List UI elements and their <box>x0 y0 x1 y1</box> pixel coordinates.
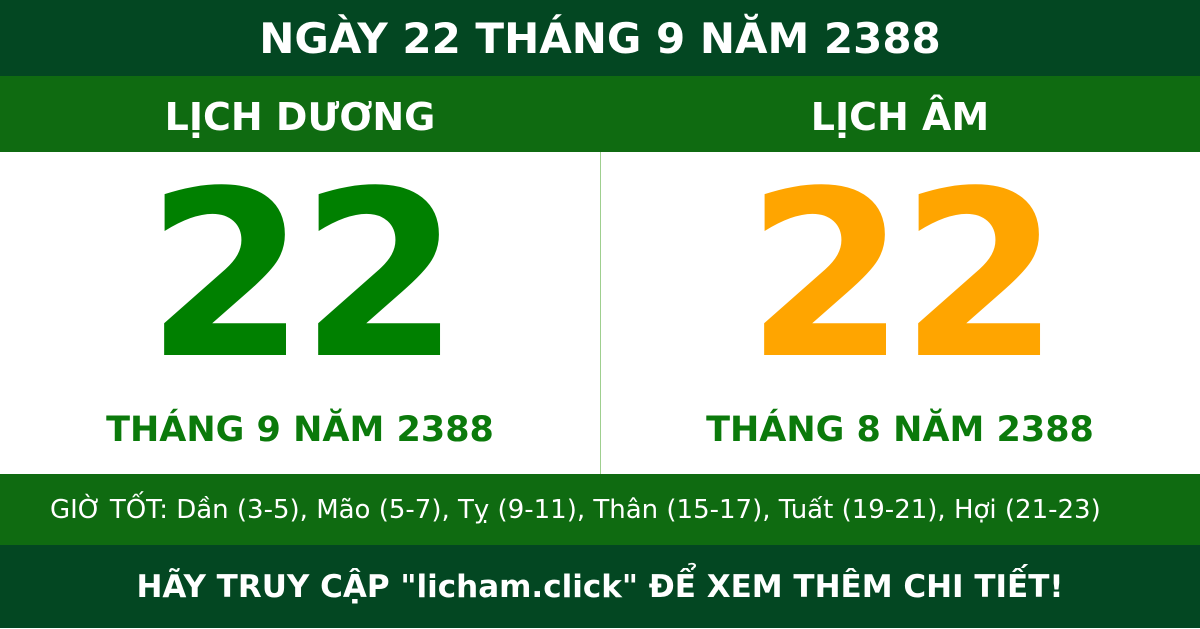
solar-month-year: THÁNG 9 NĂM 2388 <box>106 410 494 450</box>
divider <box>600 152 601 474</box>
good-hours: GIỜ TỐT: Dần (3-5), Mão (5-7), Tỵ (9-11)… <box>0 474 1200 545</box>
lunar-day: 22 <box>745 143 1060 410</box>
lunar-month-year: THÁNG 8 NĂM 2388 <box>706 410 1094 450</box>
solar-label: LỊCH DƯƠNG <box>164 95 436 139</box>
footer-cta: HÃY TRUY CẬP "licham.click" ĐỂ XEM THÊM … <box>0 545 1200 628</box>
page-title: NGÀY 22 THÁNG 9 NĂM 2388 <box>0 0 1200 76</box>
lunar-panel: 22 THÁNG 8 NĂM 2388 <box>600 152 1200 474</box>
solar-day: 22 <box>145 143 460 410</box>
lunar-label: LỊCH ÂM <box>810 95 990 139</box>
solar-panel: 22 THÁNG 9 NĂM 2388 <box>0 152 600 474</box>
calendar-headers: LỊCH DƯƠNG LỊCH ÂM <box>0 76 1200 152</box>
